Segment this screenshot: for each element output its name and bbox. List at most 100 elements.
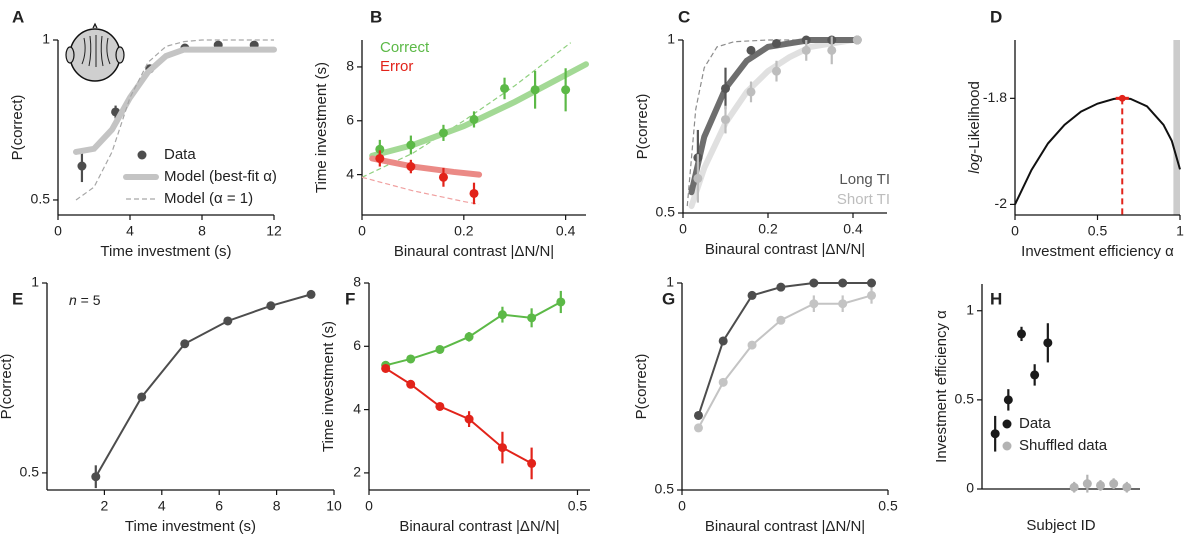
y-tick-label: 8 [346, 58, 354, 74]
data-point [809, 278, 819, 288]
y-axis-label-italic: log [966, 153, 983, 174]
data-point [375, 153, 385, 163]
panel-letter: H [990, 289, 1002, 308]
data-point [527, 458, 537, 468]
x-tick-label: 0.4 [843, 221, 863, 237]
annotation: n = 5 [69, 292, 101, 308]
data-point [375, 144, 385, 154]
data-point [438, 128, 448, 138]
legend-label: Short TI [837, 191, 890, 208]
y-tick-label: 8 [353, 274, 361, 290]
panel-letter: G [662, 289, 675, 308]
data-point [406, 379, 416, 389]
y-axis-label: P(correct) [633, 354, 650, 420]
x-tick-label: 0 [678, 498, 686, 514]
legend-marker [137, 150, 147, 160]
y-tick-label: 4 [346, 165, 354, 181]
data-point [776, 282, 786, 292]
series-line [385, 367, 533, 465]
y-tick-label: 1 [667, 31, 675, 47]
data-point [266, 301, 276, 311]
panel-letter: F [345, 289, 355, 308]
legend-label: Long TI [839, 171, 890, 188]
series-line [361, 42, 572, 178]
data-point [500, 83, 510, 93]
y-tick-label: 6 [346, 111, 354, 127]
y-tick-label: 0.5 [20, 464, 40, 480]
y-axis-label: Investment efficiency α [933, 310, 950, 463]
data-point [772, 38, 781, 48]
data-point [867, 290, 877, 300]
data-point [435, 401, 445, 411]
y-tick-label: 0.5 [31, 191, 51, 207]
data-point [77, 161, 87, 171]
x-tick-label: 4 [126, 223, 134, 239]
y-axis-label-text: Time investment (s) [313, 62, 330, 193]
x-tick-label: 1 [1176, 223, 1184, 239]
peak-point [1118, 94, 1126, 102]
y-axis-label-text: P(correct) [0, 354, 15, 420]
y-axis-label-text: -Likelihood [966, 81, 983, 154]
y-tick-label: 1 [42, 31, 50, 47]
panel-letter: B [370, 7, 382, 26]
x-tick-label: 0 [679, 221, 687, 237]
data-point [1017, 329, 1026, 339]
y-axis-label-text: Time investment (s) [320, 321, 337, 452]
data-point [527, 313, 537, 323]
y-axis-label-text: P(correct) [9, 95, 26, 161]
data-point [746, 45, 756, 55]
y-tick-label: 0.5 [655, 481, 675, 497]
data-point [867, 278, 877, 288]
x-tick-label: 0 [54, 223, 62, 239]
legend-marker [1002, 419, 1012, 429]
series-line [361, 176, 480, 205]
x-axis-label: Subject ID [1026, 517, 1095, 534]
y-axis-label: Time investment (s) [313, 62, 330, 193]
annotation-text: = 5 [77, 292, 101, 308]
data-point [746, 87, 756, 97]
data-point [435, 344, 445, 354]
series-line [688, 37, 856, 196]
x-tick-label: 8 [198, 223, 206, 239]
legend-marker [1002, 441, 1012, 451]
y-axis-label: P(correct) [634, 94, 651, 160]
y-axis-label-text: P(correct) [633, 354, 650, 420]
x-tick-label: 0.2 [758, 221, 778, 237]
x-tick-label: 0.2 [454, 223, 474, 239]
data-point [1003, 395, 1013, 405]
series-line [369, 155, 483, 178]
data-point [464, 332, 474, 342]
x-tick-label: 0 [365, 498, 373, 514]
y-tick-label: -1.8 [983, 89, 1007, 105]
data-point [693, 423, 703, 433]
data-point [438, 172, 448, 182]
data-point [1082, 479, 1092, 489]
y-tick-label: 0 [966, 480, 974, 496]
data-point [406, 140, 416, 150]
x-tick-label: 0 [1011, 223, 1019, 239]
data-point [381, 363, 391, 373]
x-tick-label: 0.5 [568, 498, 588, 514]
data-point [306, 289, 316, 299]
legend-label: Model (best-fit α) [164, 168, 277, 185]
y-axis-label: Time investment (s) [320, 321, 337, 452]
x-tick-label: 6 [215, 498, 223, 514]
data-point [1030, 370, 1040, 380]
data-point [406, 354, 416, 364]
x-tick-label: 12 [266, 223, 282, 239]
data-point [852, 35, 862, 45]
y-axis-label: P(correct) [9, 95, 26, 161]
series-line [1014, 97, 1181, 205]
y-tick-label: 2 [353, 464, 361, 480]
data-point [469, 188, 479, 198]
data-point [464, 414, 474, 424]
y-tick-label: 1 [31, 274, 39, 290]
data-point [801, 45, 811, 55]
data-point [223, 316, 233, 326]
data-point [747, 340, 757, 350]
x-tick-label: 4 [158, 498, 166, 514]
data-point [838, 299, 848, 309]
x-tick-label: 0.5 [878, 498, 898, 514]
data-point [718, 377, 728, 387]
